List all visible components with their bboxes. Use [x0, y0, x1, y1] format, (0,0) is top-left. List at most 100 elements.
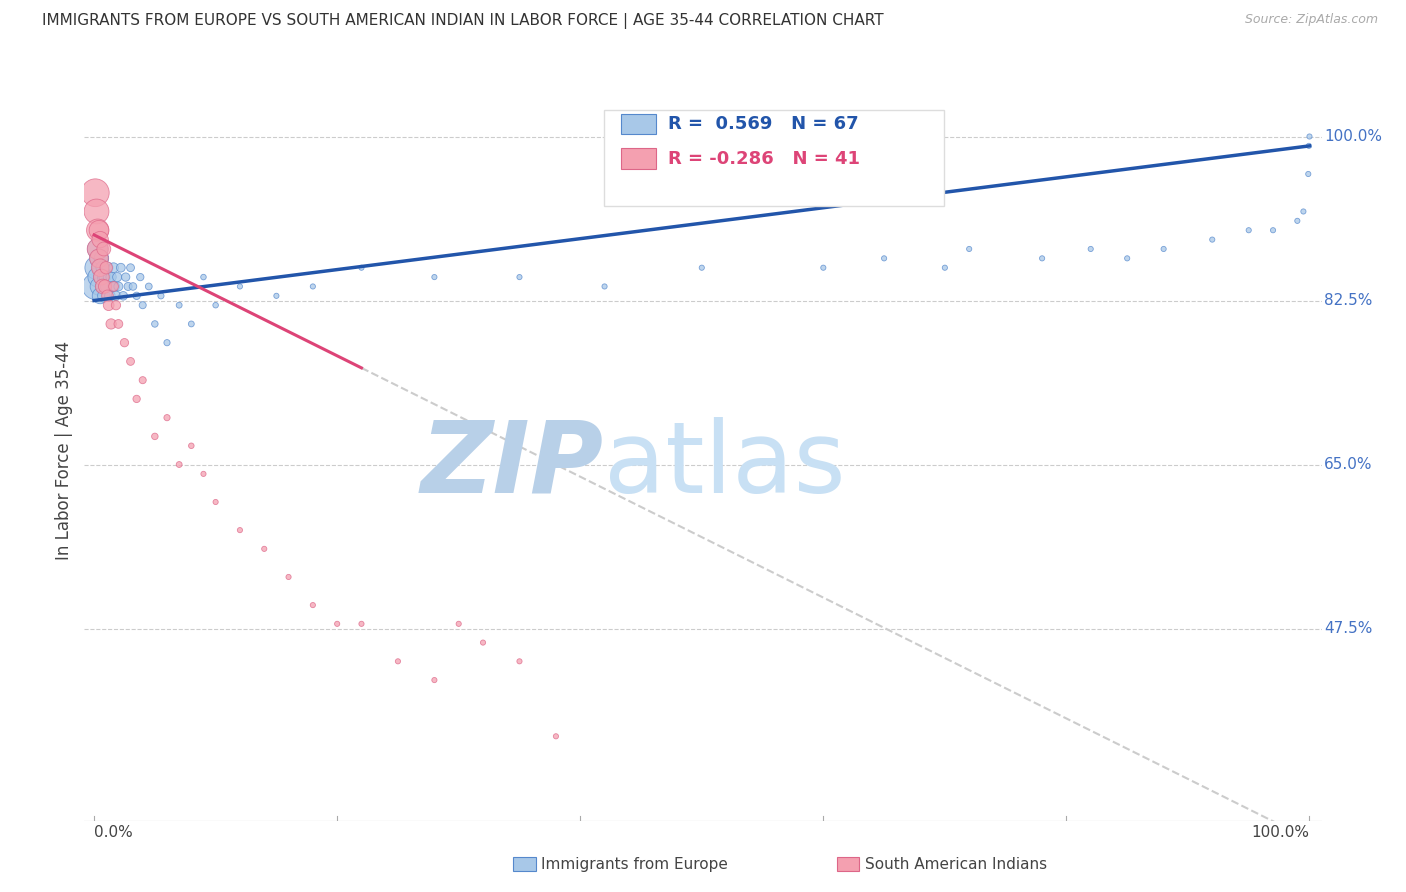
- Point: [112, 289, 135, 303]
- Point: [131, 298, 153, 312]
- Text: 47.5%: 47.5%: [1324, 621, 1372, 636]
- Point: [87, 223, 110, 237]
- Point: [107, 279, 129, 293]
- Point: [105, 270, 128, 285]
- Point: [96, 260, 118, 275]
- Point: [84, 186, 107, 200]
- Point: [90, 270, 112, 285]
- Point: [350, 260, 373, 275]
- Point: [326, 616, 349, 631]
- Point: [96, 260, 118, 275]
- Text: atlas: atlas: [605, 417, 845, 514]
- Point: [266, 289, 288, 303]
- Point: [104, 298, 127, 312]
- Point: [423, 270, 446, 285]
- Point: [544, 729, 567, 743]
- Point: [1116, 252, 1139, 266]
- Point: [87, 252, 110, 266]
- Point: [156, 335, 179, 350]
- Point: [143, 429, 166, 443]
- Point: [180, 317, 202, 331]
- Point: [387, 654, 409, 668]
- Point: [96, 289, 118, 303]
- Text: IMMIGRANTS FROM EUROPE VS SOUTH AMERICAN INDIAN IN LABOR FORCE | AGE 35-44 CORRE: IMMIGRANTS FROM EUROPE VS SOUTH AMERICAN…: [42, 13, 884, 29]
- Point: [193, 467, 215, 481]
- Point: [302, 279, 325, 293]
- Point: [934, 260, 956, 275]
- Point: [1261, 223, 1284, 237]
- Point: [204, 495, 226, 509]
- Point: [120, 354, 142, 368]
- Point: [101, 279, 124, 293]
- Point: [87, 223, 110, 237]
- FancyBboxPatch shape: [621, 148, 657, 169]
- Point: [114, 270, 136, 285]
- Point: [125, 392, 148, 406]
- Point: [94, 279, 117, 293]
- Point: [138, 279, 160, 293]
- Point: [100, 317, 122, 331]
- Point: [447, 616, 470, 631]
- Point: [91, 279, 114, 293]
- Point: [110, 260, 132, 275]
- Point: [96, 279, 118, 293]
- Point: [93, 270, 115, 285]
- Text: 65.0%: 65.0%: [1324, 457, 1372, 472]
- Point: [593, 279, 616, 293]
- Point: [103, 279, 125, 293]
- Point: [873, 252, 896, 266]
- Point: [87, 270, 110, 285]
- Point: [129, 270, 152, 285]
- Point: [103, 260, 125, 275]
- Point: [813, 260, 835, 275]
- Point: [167, 298, 190, 312]
- Point: [1286, 214, 1309, 228]
- Point: [131, 373, 153, 387]
- Point: [1298, 129, 1320, 144]
- Point: [1153, 242, 1175, 256]
- Point: [107, 317, 129, 331]
- Point: [180, 439, 202, 453]
- Point: [89, 233, 111, 247]
- Point: [89, 260, 111, 275]
- Point: [149, 289, 172, 303]
- Point: [104, 279, 127, 293]
- Point: [87, 279, 110, 293]
- Point: [87, 242, 110, 256]
- Point: [86, 260, 108, 275]
- Text: ZIP: ZIP: [420, 417, 605, 514]
- Point: [114, 335, 136, 350]
- Point: [104, 289, 127, 303]
- Point: [253, 541, 276, 556]
- Point: [94, 270, 117, 285]
- Point: [97, 270, 120, 285]
- Point: [1031, 252, 1053, 266]
- Point: [1201, 233, 1223, 247]
- Point: [122, 279, 145, 293]
- Point: [423, 673, 446, 687]
- Point: [98, 289, 121, 303]
- Point: [277, 570, 299, 584]
- Point: [100, 270, 122, 285]
- Text: South American Indians: South American Indians: [865, 857, 1047, 871]
- Point: [229, 279, 252, 293]
- FancyBboxPatch shape: [621, 113, 657, 135]
- Point: [90, 252, 112, 266]
- Point: [89, 289, 111, 303]
- Point: [87, 252, 110, 266]
- Point: [690, 260, 713, 275]
- Text: Immigrants from Europe: Immigrants from Europe: [541, 857, 728, 871]
- Point: [89, 260, 111, 275]
- Point: [1298, 139, 1320, 153]
- Point: [93, 289, 115, 303]
- Point: [508, 270, 530, 285]
- Point: [204, 298, 226, 312]
- Point: [1296, 167, 1319, 181]
- Text: Source: ZipAtlas.com: Source: ZipAtlas.com: [1244, 13, 1378, 27]
- Point: [229, 523, 252, 537]
- Point: [302, 598, 325, 612]
- Point: [957, 242, 980, 256]
- Text: R =  0.569   N = 67: R = 0.569 N = 67: [668, 115, 859, 133]
- Point: [1292, 204, 1315, 219]
- Point: [156, 410, 179, 425]
